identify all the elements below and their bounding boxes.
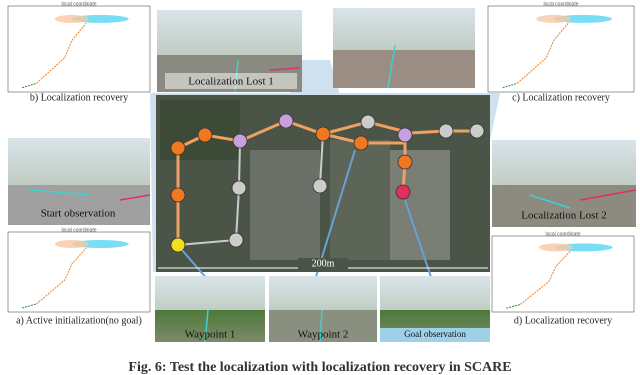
point-cloud — [538, 243, 573, 252]
trajectory — [506, 303, 521, 309]
caption: Fig. 6: Test the localization with local… — [128, 360, 511, 375]
trajectory — [520, 250, 571, 305]
photo — [333, 8, 475, 89]
trajectory — [502, 82, 518, 89]
plot-label: a) Active initialization(no goal) — [16, 315, 142, 326]
scale-label: 200m — [312, 258, 335, 269]
plot-label: b) Localization recovery — [30, 92, 128, 103]
photo: Waypoint 2 — [269, 276, 377, 343]
plot-title: local coordinate — [543, 1, 578, 7]
plot-title: local coordinate — [61, 227, 96, 233]
point-cloud — [54, 14, 89, 23]
plots: local coordinate b) Localization recovery… — [7, 1, 635, 326]
photo-label: Goal observation — [404, 329, 466, 339]
connector-shape — [290, 60, 340, 95]
plot-title: local coordinate — [545, 231, 580, 237]
plot-label: c) Localization recovery — [512, 92, 610, 103]
plot-label: d) Localization recovery — [514, 315, 612, 326]
trajectory — [36, 247, 87, 305]
photo: Localization Lost 2 — [492, 140, 637, 227]
photo-label: Localization Lost 1 — [188, 76, 274, 88]
photo-label: Localization Lost 2 — [521, 210, 607, 222]
point-cloud — [536, 14, 572, 23]
trajectory — [22, 303, 37, 309]
photo: Waypoint 1 — [155, 276, 265, 343]
photo: Goal observation — [380, 276, 490, 342]
trajectory — [36, 22, 87, 84]
trajectory — [516, 22, 569, 84]
satellite-map: 200m — [156, 95, 490, 281]
photo-label: Start observation — [41, 208, 116, 220]
photo-label: Waypoint 1 — [185, 329, 236, 341]
trajectory — [22, 82, 37, 89]
photo: Start observation — [8, 138, 151, 225]
plot-title: local coordinate — [61, 1, 96, 7]
photo: Localization Lost 1 — [157, 10, 302, 93]
photo-label: Waypoint 2 — [298, 329, 349, 341]
point-cloud — [54, 240, 89, 248]
